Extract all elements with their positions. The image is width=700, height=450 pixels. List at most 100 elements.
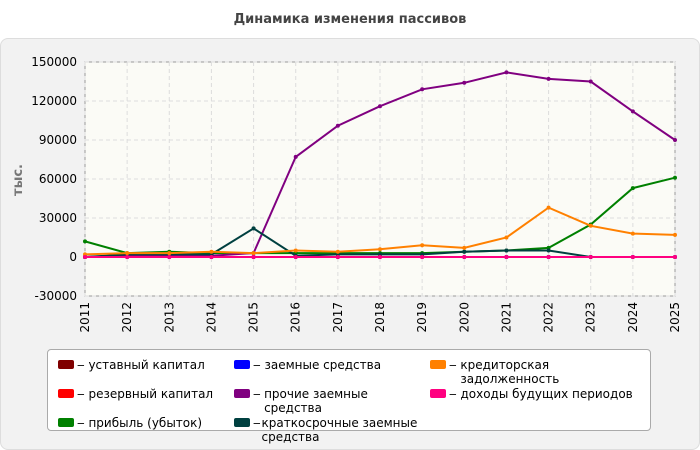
legend-dash: ‒ bbox=[77, 416, 89, 430]
data-point bbox=[335, 249, 340, 254]
y-tick-label: 120000 bbox=[31, 94, 77, 108]
data-point bbox=[378, 104, 382, 109]
x-tick-label: 2021 bbox=[499, 302, 513, 333]
legend-dash: ‒ bbox=[77, 387, 89, 401]
data-point bbox=[504, 235, 509, 240]
y-tick-label: 30000 bbox=[39, 211, 77, 225]
legend-swatch bbox=[430, 389, 446, 398]
legend-item: ‒ кредиторская задолженность bbox=[430, 358, 650, 386]
legend-label: кредиторская задолженность bbox=[460, 358, 560, 386]
legend-label: заемные средства bbox=[264, 358, 382, 372]
legend-dash: ‒ bbox=[253, 387, 261, 415]
chart-title: Динамика изменения пассивов bbox=[233, 12, 467, 27]
legend-label: краткосрочные заемные средства bbox=[261, 416, 418, 444]
data-point bbox=[335, 123, 340, 128]
y-axis-label: тыс. bbox=[11, 164, 26, 196]
y-tick-label: -30000 bbox=[34, 289, 77, 303]
data-point bbox=[673, 255, 677, 259]
data-point bbox=[167, 255, 172, 259]
data-point bbox=[209, 249, 214, 254]
legend-label: прочие заемные средства bbox=[264, 387, 368, 415]
y-tick-label: 150000 bbox=[31, 55, 77, 69]
data-point bbox=[251, 251, 256, 256]
x-tick-label: 2014 bbox=[204, 302, 218, 333]
x-tick-label: 2019 bbox=[415, 302, 429, 333]
legend-label: резервный капитал bbox=[88, 387, 214, 401]
y-tick-label: 90000 bbox=[39, 133, 77, 147]
x-tick-label: 2017 bbox=[331, 302, 345, 333]
data-point bbox=[630, 186, 635, 191]
legend-item: ‒ прочие заемные средства bbox=[234, 387, 424, 415]
legend-swatch bbox=[58, 360, 74, 369]
legend-dash: ‒ bbox=[449, 387, 461, 401]
x-tick-label: 2024 bbox=[626, 302, 640, 333]
x-tick-label: 2022 bbox=[542, 302, 556, 333]
legend-label: доходы будущих периодов bbox=[460, 387, 633, 401]
legend-item: ‒ прибыль (убыток) bbox=[58, 416, 228, 444]
data-point bbox=[630, 231, 635, 236]
x-tick-label: 2025 bbox=[668, 302, 682, 333]
legend-swatch bbox=[58, 389, 74, 398]
data-point bbox=[209, 255, 214, 259]
data-point bbox=[546, 76, 551, 81]
data-point bbox=[251, 255, 256, 259]
data-point bbox=[588, 255, 593, 259]
data-point bbox=[546, 255, 551, 259]
legend-dash: ‒ bbox=[77, 358, 89, 372]
x-tick-label: 2016 bbox=[289, 302, 303, 333]
legend-dash: ‒ bbox=[253, 358, 265, 372]
data-point bbox=[420, 255, 425, 259]
data-point bbox=[293, 248, 298, 253]
x-tick-label: 2012 bbox=[120, 302, 134, 333]
data-point bbox=[546, 205, 551, 210]
legend-item: ‒ доходы будущих периодов bbox=[430, 387, 650, 415]
data-point bbox=[420, 243, 425, 248]
x-tick-label: 2023 bbox=[584, 302, 598, 333]
x-tick-label: 2020 bbox=[457, 302, 471, 333]
legend-item: ‒ краткосрочные заемные средства bbox=[234, 416, 424, 444]
legend-swatch bbox=[234, 389, 250, 398]
data-point bbox=[293, 255, 298, 259]
x-tick-label: 2013 bbox=[162, 302, 176, 333]
data-point bbox=[293, 154, 298, 159]
x-tick-label: 2018 bbox=[373, 302, 387, 333]
y-tick-label: 60000 bbox=[39, 172, 77, 186]
legend-dash: ‒ bbox=[253, 416, 261, 444]
legend-dash: ‒ bbox=[449, 358, 457, 386]
data-point bbox=[83, 239, 87, 244]
y-tick-label: 0 bbox=[69, 250, 77, 264]
data-point bbox=[378, 247, 382, 252]
x-tick-label: 2015 bbox=[247, 302, 261, 333]
data-point bbox=[378, 255, 382, 259]
data-point bbox=[673, 175, 677, 180]
legend-swatch bbox=[234, 418, 250, 427]
data-point bbox=[462, 249, 467, 254]
data-point bbox=[504, 70, 509, 75]
data-point bbox=[588, 223, 593, 228]
data-point bbox=[462, 80, 467, 85]
data-point bbox=[504, 255, 509, 259]
data-point bbox=[673, 232, 677, 237]
data-point bbox=[420, 87, 425, 92]
x-tick-label: 2011 bbox=[78, 302, 92, 333]
data-point bbox=[83, 255, 87, 259]
data-point bbox=[251, 226, 256, 231]
data-point bbox=[588, 79, 593, 84]
legend-label: уставный капитал bbox=[88, 358, 205, 372]
legend-item: ‒ уставный капитал bbox=[58, 358, 228, 386]
legend-swatch bbox=[430, 360, 446, 369]
legend-swatch bbox=[58, 418, 74, 427]
data-point bbox=[462, 255, 467, 259]
data-point bbox=[462, 245, 467, 250]
data-point bbox=[167, 251, 172, 256]
data-point bbox=[504, 248, 509, 253]
data-point bbox=[125, 251, 130, 256]
legend-item: ‒ заемные средства bbox=[234, 358, 424, 386]
legend-swatch bbox=[234, 360, 250, 369]
data-point bbox=[125, 255, 130, 259]
data-point bbox=[335, 255, 340, 259]
legend-label: прибыль (убыток) bbox=[88, 416, 203, 430]
data-point bbox=[673, 138, 677, 142]
